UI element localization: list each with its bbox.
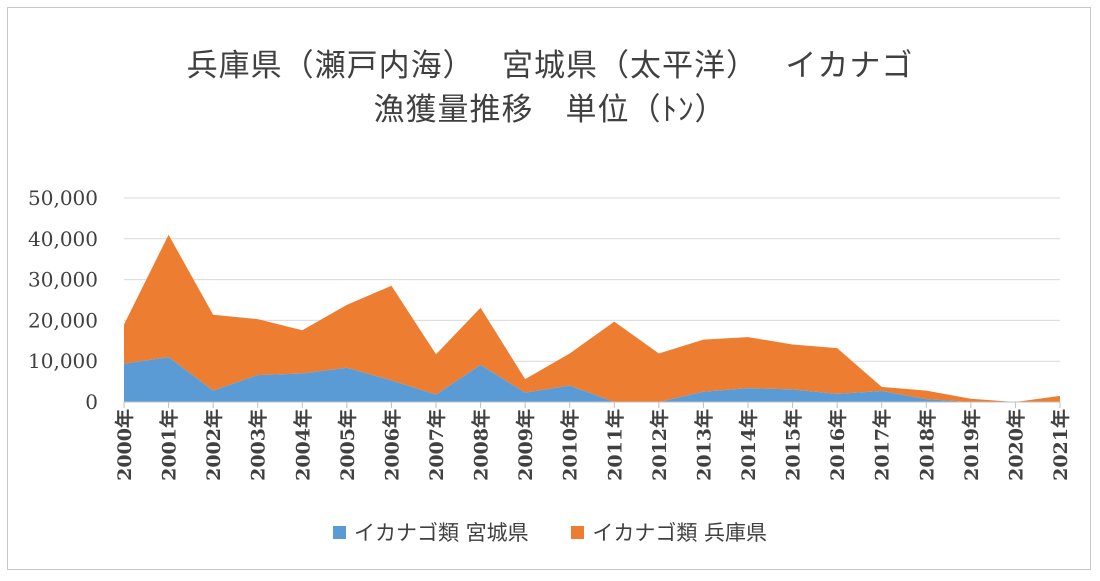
legend-item-hyogo: イカナゴ類 兵庫県 — [571, 517, 767, 547]
x-tick-label: 2018年 — [915, 409, 938, 481]
x-tick-label: 2000年 — [113, 409, 136, 481]
y-tick-label: 40,000 — [28, 227, 98, 251]
x-tick-label: 2014年 — [737, 409, 760, 481]
y-tick-label: 30,000 — [28, 268, 98, 292]
y-tick-label: 50,000 — [28, 186, 98, 210]
legend-swatch-hyogo — [571, 525, 585, 539]
gridlines — [124, 197, 1060, 362]
x-tick-label: 2002年 — [202, 409, 225, 481]
chart-title-line-2: 漁獲量推移 単位（ﾄﾝ） — [373, 92, 727, 128]
x-tick-label: 2016年 — [826, 409, 849, 481]
x-tick-label: 2010年 — [559, 409, 582, 481]
x-tick-label: 2021年 — [1049, 409, 1072, 481]
x-tick-label: 2008年 — [470, 409, 493, 481]
legend-label-miyagi: イカナゴ類 宮城県 — [353, 521, 529, 545]
legend-label-hyogo: イカナゴ類 兵庫県 — [592, 521, 768, 545]
area-series — [124, 234, 1060, 402]
x-tick-label: 2007年 — [425, 409, 448, 481]
x-tick-label: 2006年 — [380, 409, 403, 481]
x-tick-label: 2020年 — [1004, 409, 1027, 481]
x-tick-label: 2019年 — [960, 409, 983, 481]
legend: イカナゴ類 宮城県 イカナゴ類 兵庫県 — [0, 517, 1100, 547]
legend-swatch-miyagi — [332, 525, 346, 539]
y-tick-label: 20,000 — [28, 308, 98, 332]
area-series-hyogo — [124, 234, 1060, 402]
x-tick-label: 2017年 — [871, 409, 894, 481]
x-tick-label: 2003年 — [247, 409, 270, 481]
chart-title: 兵庫県（瀬戸内海） 宮城県（太平洋） イカナゴ 漁獲量推移 単位（ﾄﾝ） — [8, 44, 1092, 132]
x-tick-label: 2001年 — [158, 409, 181, 481]
x-tick-label: 2015年 — [782, 409, 805, 481]
x-tick-label: 2011年 — [603, 409, 626, 481]
area-series-miyagi — [124, 357, 1060, 402]
axes: 0 10,000 20,000 30,000 40,000 50,000 2000年 2001… — [28, 186, 1072, 481]
y-tick-label: 0 — [85, 390, 98, 414]
x-tick-label: 2004年 — [291, 409, 314, 481]
x-tick-label: 2009年 — [514, 409, 537, 481]
legend-item-miyagi: イカナゴ類 宮城県 — [332, 517, 529, 547]
chart-title-line-1: 兵庫県（瀬戸内海） 宮城県（太平洋） イカナゴ — [186, 48, 914, 84]
x-tick-label: 2005年 — [336, 409, 359, 481]
y-tick-label: 10,000 — [28, 349, 98, 373]
x-tick-label: 2012年 — [648, 409, 671, 481]
x-tick-label: 2013年 — [692, 409, 715, 481]
